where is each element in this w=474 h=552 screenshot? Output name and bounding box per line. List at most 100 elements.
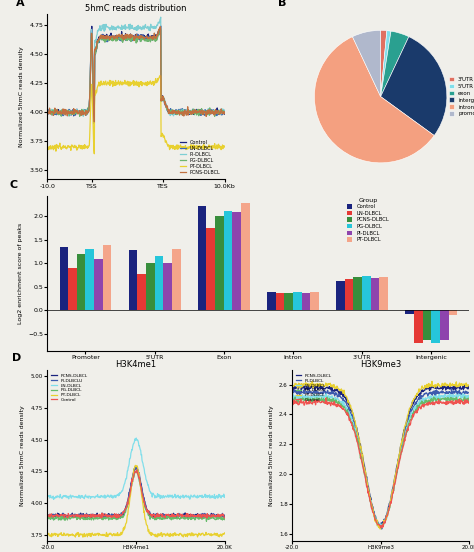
PCNS-DLBCL (218, 105, 224, 112)
PG-DLBCL (174, 515, 180, 522)
LN-DLBCL (222, 492, 228, 499)
PCNS-DLBCL (359, 450, 365, 457)
PI-DLBCL (91, 117, 97, 124)
PCNS-DLBCL (289, 383, 295, 390)
PT-DLBCL (66, 533, 72, 539)
PCNS-DLBCL (150, 34, 156, 41)
Control (191, 110, 196, 117)
PT-DLBCL (150, 79, 156, 86)
PG-DLBCL (157, 26, 163, 33)
PI-DLBCLU (173, 513, 179, 519)
PI-DLBCL (289, 389, 295, 396)
PI-DLBCL (359, 455, 365, 462)
Control (45, 513, 50, 520)
Y-axis label: Normalized 5hmC reads density: Normalized 5hmC reads density (20, 405, 26, 506)
Line: Control: Control (47, 470, 225, 518)
PCNS-DLBCL (378, 523, 383, 530)
PT-DLBCL (429, 378, 435, 385)
Title: 5hmC reads distribution: 5hmC reads distribution (85, 4, 187, 13)
LN-DLBCL (158, 23, 164, 29)
PI-DLBCL (222, 108, 228, 115)
LN-DLBCL (222, 108, 228, 115)
Line: PG-DLBCL: PG-DLBCL (47, 471, 225, 521)
LN-DLBCL (91, 119, 97, 126)
LN-DLBCL (401, 433, 407, 440)
Bar (68, 268, 77, 310)
PCNS-DLBCL (310, 383, 316, 390)
Control (141, 32, 147, 39)
PI-DLBCLU (50, 516, 55, 522)
PG-DLBCL (66, 514, 72, 521)
Bar (215, 216, 224, 310)
Bar (336, 282, 345, 310)
Control (173, 512, 179, 519)
PCNS-DLBCL (347, 404, 353, 410)
Control (419, 402, 425, 409)
LN-DLBCL (173, 493, 179, 500)
PI-DLBCL (449, 385, 455, 392)
Legend: Control, LN-DLBCL, PCNS-DLBCL, PG-DLBCL, PI-DLBCL, PT-DLBCL: Control, LN-DLBCL, PCNS-DLBCL, PG-DLBCL,… (346, 195, 391, 245)
Line: PCNS-DLBCL: PCNS-DLBCL (47, 26, 225, 122)
PG-DLBCL (419, 401, 424, 407)
PCNS-DLBCL (102, 512, 108, 519)
Line: PI-DLBCLU: PI-DLBCLU (47, 466, 225, 519)
Wedge shape (314, 36, 434, 163)
PT-DLBCL (103, 533, 109, 539)
PG-DLBCL (359, 459, 365, 466)
LN-DLBCL (378, 523, 384, 530)
PG-DLBCL (45, 514, 50, 521)
Bar (77, 254, 85, 310)
LN-DLBCL (191, 109, 196, 115)
PCNS-DLBCL (173, 513, 179, 520)
PI-DLBCLU (103, 513, 109, 520)
PI-DLBCL (129, 24, 135, 30)
Control (466, 399, 472, 406)
PG-DLBCL (310, 397, 316, 404)
PG-DLBCL (347, 415, 353, 422)
PT-DLBCL (191, 141, 196, 148)
PT-DLBCL (222, 529, 228, 536)
PCNS-DLBCL (115, 511, 120, 518)
Line: PI-DLBCL: PI-DLBCL (47, 17, 225, 120)
PT-DLBCL (157, 532, 163, 539)
Y-axis label: Normalized 5hmC reads density: Normalized 5hmC reads density (19, 46, 24, 147)
Bar (345, 279, 354, 310)
PCNS-DLBCL (141, 35, 146, 41)
PCNS-DLBCL (66, 512, 72, 518)
Line: Control: Control (292, 398, 469, 528)
Title: H3K4me1: H3K4me1 (116, 360, 156, 369)
LN-DLBCL (347, 412, 353, 419)
PCNS-DLBCL (134, 463, 139, 470)
Control (134, 466, 139, 473)
LN-DLBCL (150, 35, 156, 41)
Control (222, 514, 228, 521)
PI-DLBCL (379, 526, 384, 532)
Title: H3K9me3: H3K9me3 (360, 360, 401, 369)
LN-DLBCL (174, 493, 180, 500)
Bar (172, 249, 181, 310)
PG-DLBCL (378, 524, 383, 530)
Line: PG-DLBCL: PG-DLBCL (47, 30, 225, 123)
PI-DLBCL (45, 107, 50, 114)
PI-DLBCL (191, 108, 196, 115)
PT-DLBCL (466, 383, 472, 389)
Control (89, 23, 95, 30)
Bar (284, 293, 293, 310)
PCNS-DLBCL (45, 108, 50, 115)
PI-DLBCL (466, 389, 472, 395)
PCNS-DLBCL (115, 515, 121, 522)
PCNS-DLBCL (157, 512, 163, 518)
Line: LN-DLBCL: LN-DLBCL (47, 438, 225, 500)
PT-DLBCL (133, 462, 138, 469)
PG-DLBCL (418, 400, 423, 406)
PG-DLBCL (466, 396, 472, 403)
PI-DLBCLU (157, 514, 163, 521)
LN-DLBCL (45, 493, 50, 500)
PI-DLBCLU (222, 512, 228, 518)
PT-DLBCL (222, 143, 228, 150)
Line: PT-DLBCL: PT-DLBCL (292, 381, 469, 529)
PT-DLBCL (130, 79, 136, 86)
PG-DLBCL (204, 518, 210, 524)
Bar (103, 246, 111, 310)
Bar (224, 210, 232, 310)
